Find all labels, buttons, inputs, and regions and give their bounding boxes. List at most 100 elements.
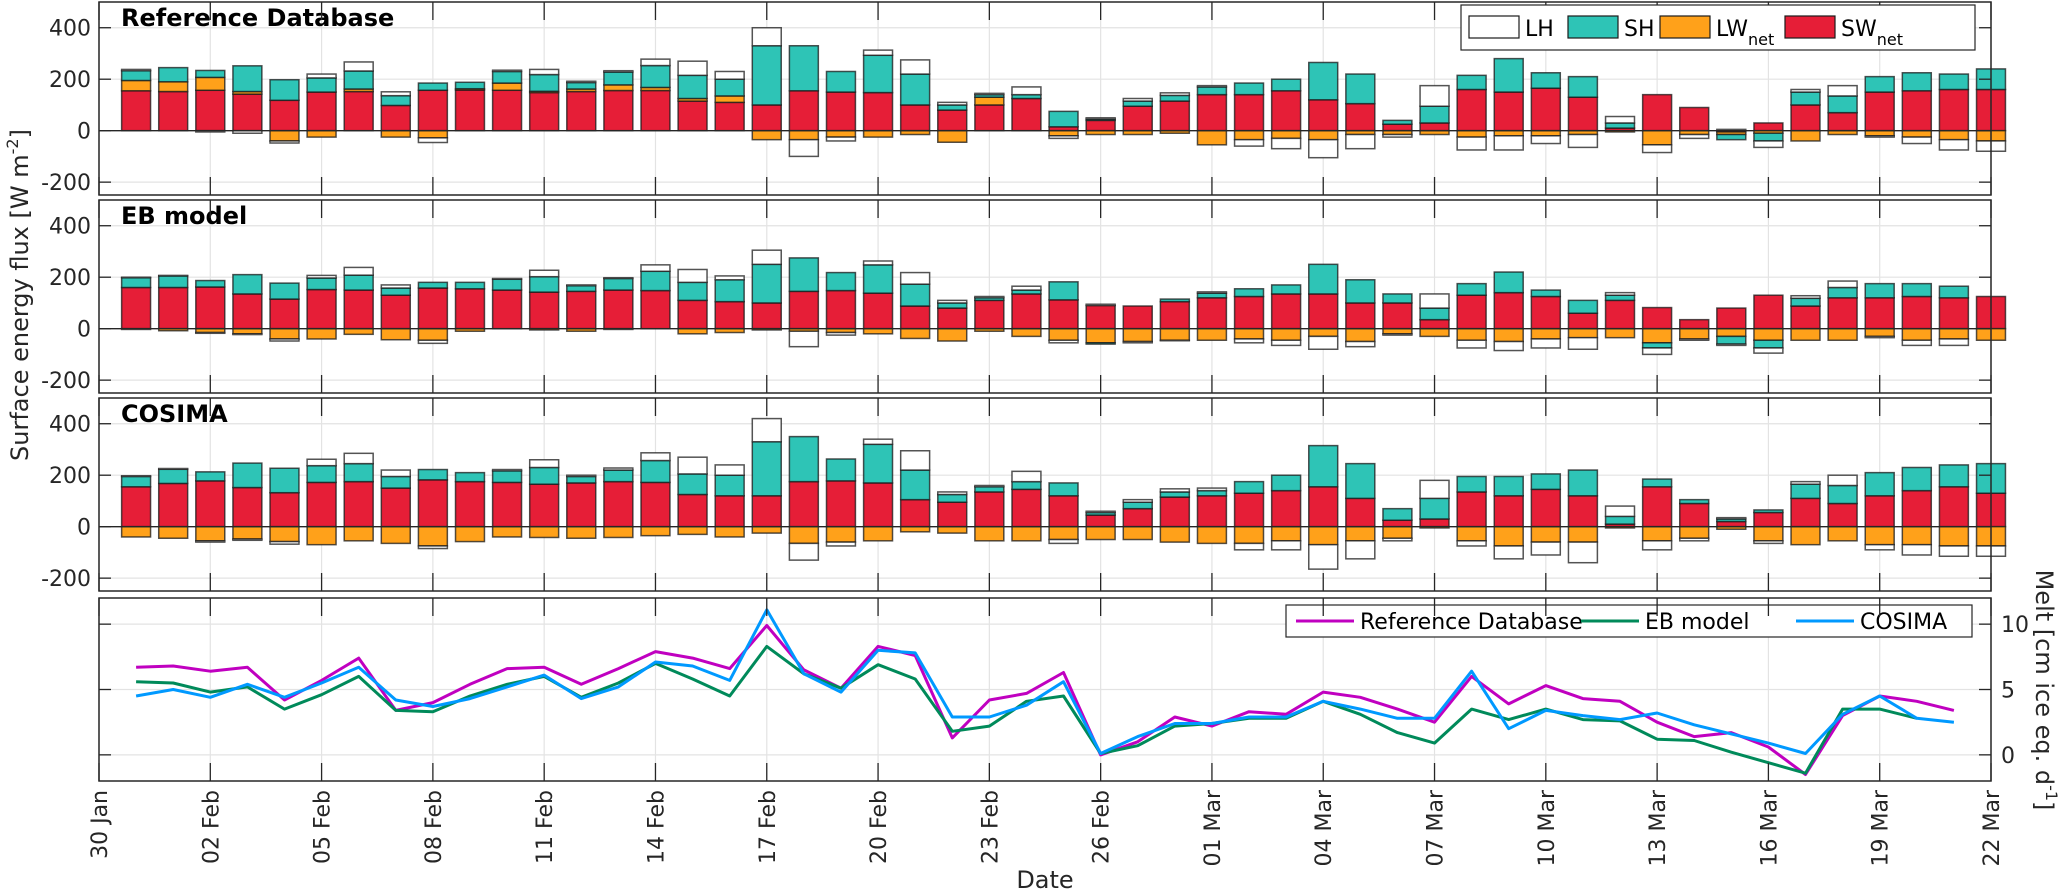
bar-sh: [1048, 482, 1079, 497]
bar-lwnet: [1901, 129, 1933, 138]
x-tick-label: 19 Mar: [1869, 789, 1894, 866]
plot-area: [99, 200, 1991, 393]
bar-lh: [1382, 537, 1413, 542]
bar-lh: [603, 276, 634, 280]
bar-lwnet: [380, 327, 412, 341]
bar-lh: [974, 484, 1005, 488]
bar-sh: [1753, 509, 1784, 514]
bar-swnet: [714, 495, 745, 528]
y-tick-label: 200: [49, 266, 91, 291]
y-tick-label: 0: [77, 120, 91, 145]
bar-sh: [1308, 444, 1339, 488]
bar-lh: [1048, 135, 1079, 140]
bar-swnet: [528, 91, 560, 132]
y-tick-label-right: 5: [2001, 679, 2015, 704]
y-tick-label: -200: [41, 567, 91, 592]
y-tick-label: 0: [77, 516, 91, 541]
bar-swnet: [788, 290, 820, 330]
bar-swnet: [1716, 307, 1747, 330]
bar-swnet: [714, 101, 745, 132]
legend-label-subscript: net: [1877, 30, 1903, 49]
x-tick-label: 05 Feb: [311, 790, 336, 864]
bar-sh: [899, 469, 931, 501]
bar-lh: [1233, 542, 1265, 551]
bar-lh: [1901, 543, 1933, 556]
legend-swatch-swnet: [1784, 15, 1836, 39]
bar-lh: [788, 330, 820, 348]
y-tick-label: 0: [77, 318, 91, 343]
legend-swatch-lwnet: [1659, 15, 1711, 39]
bar-lh: [1604, 291, 1636, 296]
bar-sh: [825, 458, 857, 482]
bar-sh: [974, 486, 1005, 493]
line-cosima: [135, 608, 1955, 755]
bar-lh: [1716, 516, 1747, 520]
bar-lh: [1864, 135, 1895, 138]
bar-lwnet: [603, 525, 634, 539]
bar-lh: [714, 70, 745, 80]
bar-lh: [1011, 285, 1042, 291]
bar-lh: [157, 274, 189, 277]
bar-lwnet: [1048, 525, 1079, 541]
bar-lh: [1011, 86, 1042, 96]
bar-sh: [640, 459, 671, 484]
bar-lh: [640, 264, 671, 273]
bar-sh: [528, 275, 560, 293]
panel-eb-model: -200 0 200 400 EB model: [41, 199, 2007, 394]
bar-sh: [417, 82, 449, 92]
bar-sh: [528, 466, 560, 485]
bar-lwnet: [862, 327, 894, 335]
bar-sh: [157, 468, 189, 485]
bar-swnet: [306, 91, 337, 132]
bar-lh: [343, 61, 374, 72]
bar-swnet: [1270, 90, 1302, 132]
bar-sh: [1493, 271, 1524, 294]
bar-sh: [1308, 263, 1339, 295]
bar-swnet: [1827, 502, 1858, 528]
bar-sh: [1790, 91, 1821, 106]
bar-lh: [974, 92, 1005, 96]
bar-lwnet: [1864, 525, 1895, 546]
legend-label: COSIMA: [1860, 610, 1947, 635]
bar-sh: [1493, 57, 1524, 93]
bar-lwnet: [825, 525, 857, 543]
bar-lh: [1419, 479, 1450, 500]
bar-sh: [677, 473, 708, 496]
bar-lh: [1382, 333, 1413, 336]
bar-swnet: [1567, 495, 1599, 528]
bar-swnet: [1790, 104, 1821, 132]
bar-swnet: [825, 289, 857, 330]
bar-lwnet: [677, 525, 708, 536]
bar-lwnet: [195, 525, 226, 542]
bar-sh: [1530, 473, 1562, 491]
bar-lwnet: [1308, 129, 1339, 141]
bar-lh: [306, 73, 337, 79]
bar-lh: [120, 474, 152, 478]
y-tick-label: -200: [41, 171, 91, 196]
bar-lwnet: [1827, 525, 1858, 542]
bar-lwnet: [269, 327, 300, 340]
bar-lwnet: [677, 327, 708, 335]
bar-lh: [1530, 135, 1562, 145]
bar-swnet: [937, 501, 968, 528]
x-tick-label: 30 Jan: [88, 790, 113, 859]
bar-swnet: [1604, 299, 1636, 330]
bar-lwnet: [1048, 327, 1079, 341]
bar-sh: [1419, 497, 1450, 520]
bar-lh: [1048, 538, 1079, 545]
bar-swnet: [1159, 100, 1191, 132]
bar-lh: [1901, 136, 1933, 145]
bar-lwnet: [974, 525, 1005, 542]
bar-lh: [1827, 474, 1858, 487]
x-tick-label: 11 Feb: [533, 790, 558, 864]
bar-lh: [862, 260, 894, 266]
bar-swnet: [1308, 293, 1339, 330]
bar-lh: [603, 467, 634, 471]
bar-swnet: [491, 481, 523, 528]
bar-swnet: [417, 479, 449, 528]
bar-lh: [417, 339, 449, 345]
bar-sh: [1493, 475, 1524, 497]
bar-lwnet: [1530, 129, 1562, 137]
bar-lwnet: [788, 129, 820, 141]
bar-lh: [1790, 480, 1821, 485]
